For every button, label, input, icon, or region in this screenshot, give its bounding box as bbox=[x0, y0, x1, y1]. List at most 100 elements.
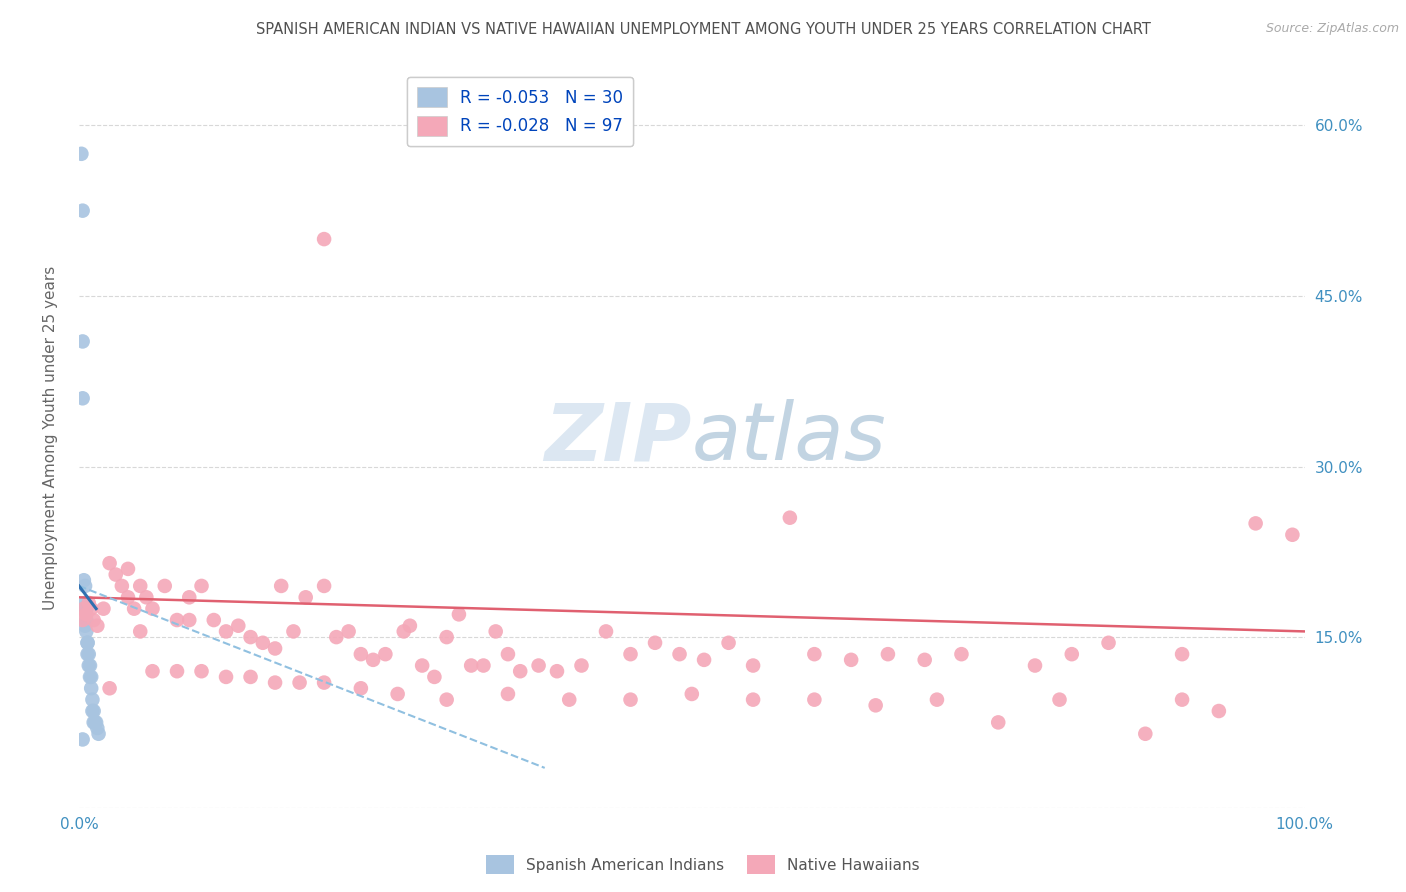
Point bbox=[619, 647, 641, 661]
Point bbox=[509, 664, 531, 678]
Point bbox=[179, 613, 201, 627]
Point bbox=[350, 681, 373, 696]
Point bbox=[75, 607, 97, 622]
Point bbox=[98, 681, 121, 696]
Point bbox=[153, 579, 176, 593]
Point bbox=[83, 704, 105, 718]
Point bbox=[82, 704, 104, 718]
Point bbox=[1135, 727, 1157, 741]
Point bbox=[950, 647, 973, 661]
Point bbox=[1171, 647, 1194, 661]
Point bbox=[72, 732, 94, 747]
Point bbox=[117, 562, 139, 576]
Point bbox=[215, 670, 238, 684]
Text: SPANISH AMERICAN INDIAN VS NATIVE HAWAIIAN UNEMPLOYMENT AMONG YOUTH UNDER 25 YEA: SPANISH AMERICAN INDIAN VS NATIVE HAWAII… bbox=[256, 22, 1150, 37]
Point bbox=[496, 647, 519, 661]
Point bbox=[361, 653, 384, 667]
Point bbox=[314, 675, 336, 690]
Point bbox=[914, 653, 936, 667]
Point bbox=[76, 636, 98, 650]
Point bbox=[571, 658, 593, 673]
Point bbox=[387, 687, 409, 701]
Point bbox=[717, 636, 740, 650]
Point bbox=[485, 624, 508, 639]
Point bbox=[742, 692, 765, 706]
Point bbox=[122, 601, 145, 615]
Point bbox=[73, 573, 96, 587]
Point bbox=[79, 658, 101, 673]
Point bbox=[1060, 647, 1083, 661]
Point bbox=[1049, 692, 1071, 706]
Legend: Spanish American Indians, Native Hawaiians: Spanish American Indians, Native Hawaiia… bbox=[481, 849, 925, 880]
Point bbox=[742, 658, 765, 673]
Point bbox=[76, 647, 98, 661]
Point bbox=[72, 334, 94, 349]
Point bbox=[75, 579, 97, 593]
Point bbox=[111, 579, 134, 593]
Point bbox=[239, 630, 262, 644]
Point bbox=[839, 653, 862, 667]
Point bbox=[803, 692, 825, 706]
Point bbox=[190, 664, 212, 678]
Point bbox=[399, 618, 422, 632]
Point bbox=[98, 556, 121, 570]
Point bbox=[87, 727, 110, 741]
Point bbox=[84, 715, 107, 730]
Point bbox=[75, 601, 97, 615]
Point bbox=[1208, 704, 1230, 718]
Point bbox=[104, 567, 127, 582]
Legend: R = -0.053   N = 30, R = -0.028   N = 97: R = -0.053 N = 30, R = -0.028 N = 97 bbox=[408, 77, 633, 146]
Point bbox=[252, 636, 274, 650]
Point bbox=[314, 232, 336, 246]
Point bbox=[447, 607, 470, 622]
Point bbox=[215, 624, 238, 639]
Point bbox=[1244, 516, 1267, 531]
Text: Source: ZipAtlas.com: Source: ZipAtlas.com bbox=[1265, 22, 1399, 36]
Point bbox=[70, 146, 93, 161]
Point bbox=[1281, 528, 1303, 542]
Point bbox=[288, 675, 311, 690]
Point bbox=[392, 624, 415, 639]
Point bbox=[350, 647, 373, 661]
Point bbox=[75, 596, 97, 610]
Point bbox=[141, 664, 163, 678]
Point bbox=[72, 613, 94, 627]
Point bbox=[693, 653, 716, 667]
Point bbox=[75, 618, 97, 632]
Point bbox=[190, 579, 212, 593]
Point bbox=[239, 670, 262, 684]
Point bbox=[77, 596, 100, 610]
Point bbox=[803, 647, 825, 661]
Point bbox=[460, 658, 482, 673]
Y-axis label: Unemployment Among Youth under 25 years: Unemployment Among Youth under 25 years bbox=[44, 266, 58, 610]
Point bbox=[166, 613, 188, 627]
Point bbox=[1024, 658, 1046, 673]
Point bbox=[527, 658, 550, 673]
Point bbox=[546, 664, 568, 678]
Point bbox=[294, 591, 316, 605]
Point bbox=[76, 636, 98, 650]
Point bbox=[77, 658, 100, 673]
Point bbox=[80, 670, 103, 684]
Point bbox=[77, 647, 100, 661]
Point bbox=[1097, 636, 1119, 650]
Point bbox=[987, 715, 1010, 730]
Point bbox=[411, 658, 433, 673]
Point bbox=[779, 510, 801, 524]
Point bbox=[283, 624, 305, 639]
Point bbox=[436, 630, 458, 644]
Point bbox=[83, 715, 105, 730]
Point bbox=[86, 618, 108, 632]
Point bbox=[93, 601, 115, 615]
Text: atlas: atlas bbox=[692, 399, 887, 477]
Point bbox=[141, 601, 163, 615]
Point bbox=[270, 579, 292, 593]
Point bbox=[264, 641, 287, 656]
Point bbox=[595, 624, 617, 639]
Point bbox=[325, 630, 347, 644]
Point bbox=[496, 687, 519, 701]
Point bbox=[865, 698, 887, 713]
Point bbox=[925, 692, 948, 706]
Point bbox=[423, 670, 446, 684]
Point bbox=[82, 692, 104, 706]
